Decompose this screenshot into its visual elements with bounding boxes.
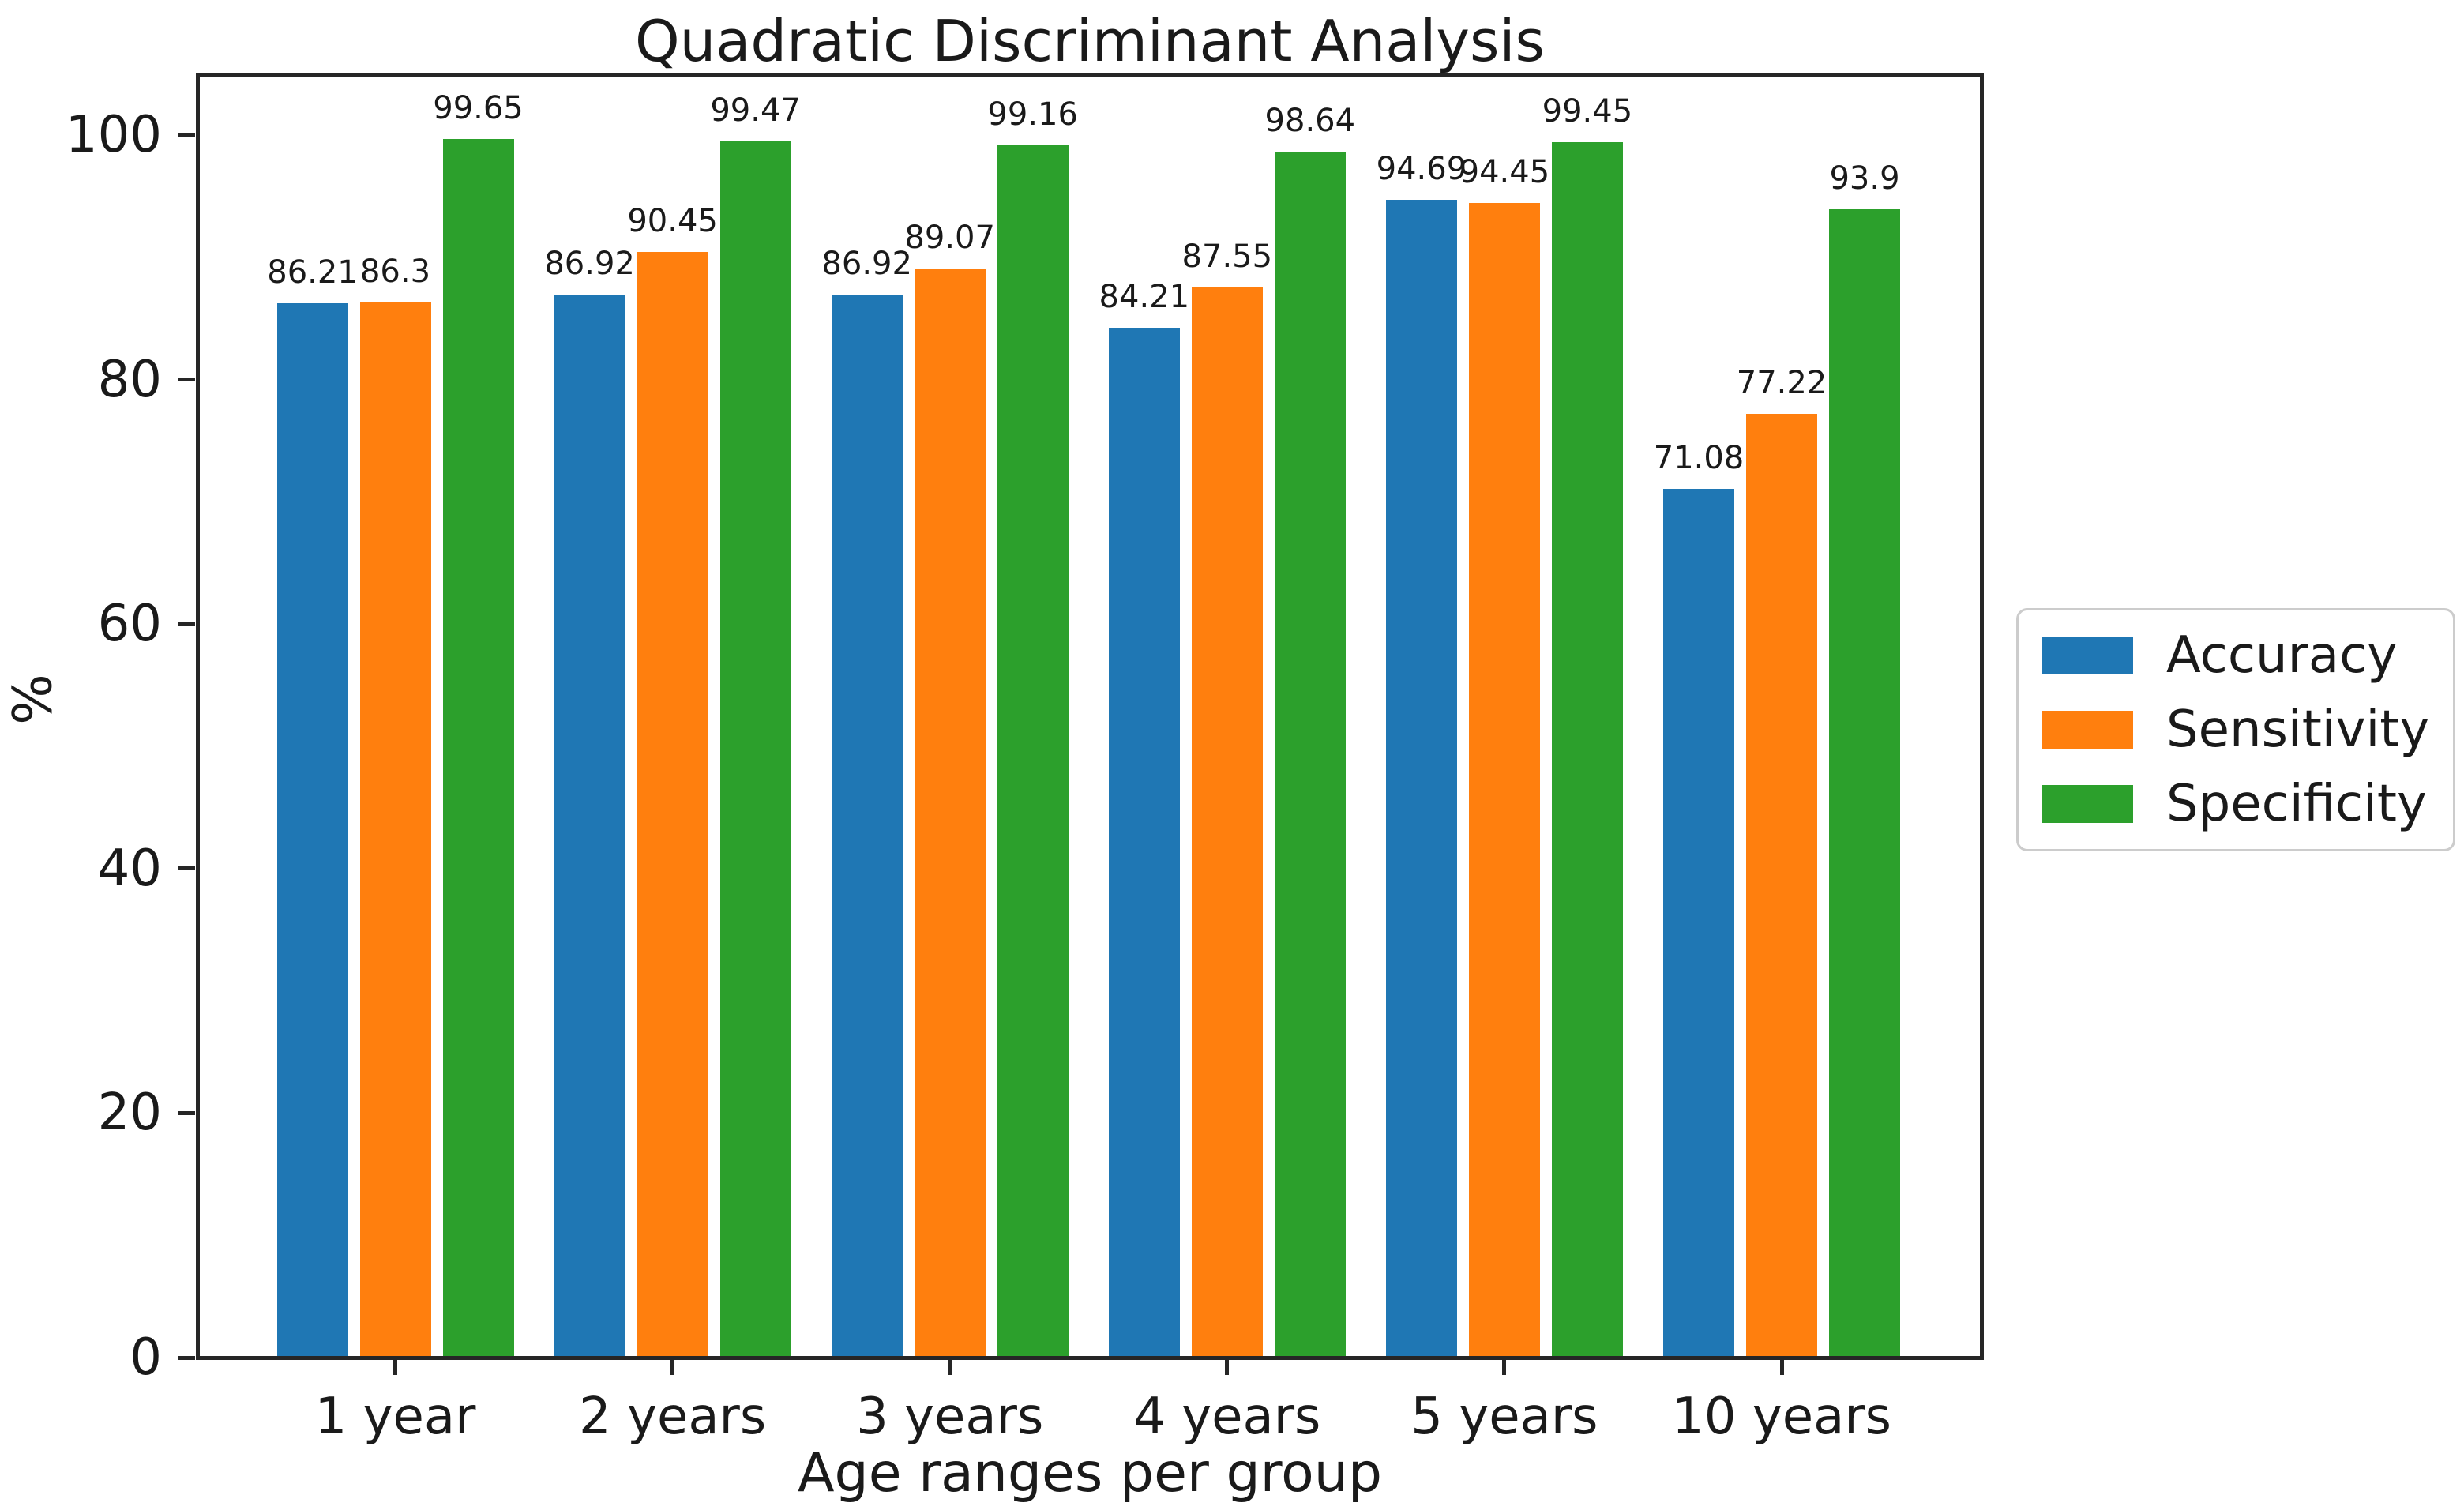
bar-sensitivity-3-years bbox=[914, 269, 986, 1358]
bar-specificity-10-years bbox=[1829, 209, 1900, 1358]
y-tick-label-60: 60 bbox=[97, 595, 162, 654]
x-tick-mark-3-years bbox=[948, 1358, 952, 1375]
legend-swatch-sensitivity bbox=[2042, 711, 2133, 749]
x-tick-mark-1-year bbox=[393, 1358, 397, 1375]
x-tick-label-5-years: 5 years bbox=[1410, 1388, 1598, 1446]
chart-title: Quadratic Discriminant Analysis bbox=[635, 8, 1545, 74]
bar-value-label-specificity-3-years: 99.16 bbox=[987, 96, 1078, 133]
legend-label-specificity: Specificity bbox=[2166, 775, 2427, 833]
bar-accuracy-4-years bbox=[1108, 328, 1180, 1358]
legend-item-specificity: Specificity bbox=[2042, 767, 2453, 841]
bar-value-label-specificity-1-year: 99.65 bbox=[433, 90, 524, 127]
bar-accuracy-3-years bbox=[831, 295, 903, 1358]
legend-item-accuracy: Accuracy bbox=[2042, 618, 2453, 693]
bar-value-label-accuracy-5-years: 94.69 bbox=[1376, 151, 1467, 188]
y-tick-mark-80 bbox=[178, 378, 195, 382]
x-tick-label-4-years: 4 years bbox=[1133, 1388, 1321, 1446]
bar-value-label-sensitivity-4-years: 87.55 bbox=[1181, 238, 1273, 275]
bar-value-label-accuracy-10-years: 71.08 bbox=[1653, 439, 1745, 476]
bar-accuracy-2-years bbox=[554, 295, 625, 1358]
legend-item-sensitivity: Sensitivity bbox=[2042, 693, 2453, 767]
bar-value-label-accuracy-1-year: 86.21 bbox=[267, 254, 358, 291]
bar-value-label-sensitivity-2-years: 90.45 bbox=[627, 202, 718, 239]
bar-specificity-4-years bbox=[1274, 152, 1346, 1358]
bar-value-label-sensitivity-5-years: 94.45 bbox=[1459, 153, 1550, 190]
bar-specificity-1-year bbox=[442, 139, 514, 1358]
bar-value-label-sensitivity-10-years: 77.22 bbox=[1736, 364, 1827, 401]
bar-value-label-sensitivity-1-year: 86.3 bbox=[359, 254, 431, 291]
x-tick-label-10-years: 10 years bbox=[1672, 1388, 1891, 1446]
bar-value-label-specificity-10-years: 93.9 bbox=[1829, 160, 1900, 197]
y-tick-label-20: 20 bbox=[97, 1084, 162, 1143]
bar-value-label-specificity-2-years: 99.47 bbox=[710, 92, 801, 130]
y-tick-label-80: 80 bbox=[97, 350, 162, 409]
x-tick-mark-4-years bbox=[1225, 1358, 1230, 1375]
bar-specificity-2-years bbox=[719, 141, 791, 1358]
y-tick-mark-40 bbox=[178, 866, 195, 871]
bar-sensitivity-1-year bbox=[359, 302, 431, 1358]
x-tick-mark-2-years bbox=[670, 1358, 675, 1375]
bar-sensitivity-10-years bbox=[1746, 413, 1817, 1358]
legend-label-accuracy: Accuracy bbox=[2166, 626, 2398, 685]
x-tick-mark-10-years bbox=[1779, 1358, 1784, 1375]
bar-sensitivity-5-years bbox=[1468, 202, 1540, 1358]
bar-value-label-accuracy-4-years: 84.21 bbox=[1099, 279, 1190, 316]
x-axis-label: Age ranges per group bbox=[798, 1442, 1382, 1504]
x-tick-mark-5-years bbox=[1502, 1358, 1507, 1375]
bar-accuracy-5-years bbox=[1385, 200, 1457, 1358]
bar-value-label-accuracy-3-years: 86.92 bbox=[821, 246, 912, 283]
legend: Accuracy Sensitivity Specificity bbox=[2016, 608, 2455, 851]
y-tick-mark-100 bbox=[178, 133, 195, 137]
bar-accuracy-10-years bbox=[1663, 488, 1734, 1358]
bar-specificity-5-years bbox=[1551, 141, 1623, 1358]
y-tick-mark-60 bbox=[178, 622, 195, 626]
y-tick-label-100: 100 bbox=[65, 106, 162, 164]
x-tick-label-2-years: 2 years bbox=[579, 1388, 767, 1446]
bar-value-label-accuracy-2-years: 86.92 bbox=[544, 246, 635, 283]
x-tick-label-3-years: 3 years bbox=[856, 1388, 1044, 1446]
legend-swatch-accuracy bbox=[2042, 637, 2133, 674]
y-tick-label-0: 0 bbox=[130, 1328, 162, 1387]
legend-swatch-specificity bbox=[2042, 785, 2133, 823]
x-tick-label-1-year: 1 year bbox=[314, 1388, 476, 1446]
legend-label-sensitivity: Sensitivity bbox=[2166, 701, 2430, 759]
bar-sensitivity-4-years bbox=[1191, 287, 1263, 1358]
bar-value-label-sensitivity-3-years: 89.07 bbox=[904, 220, 995, 257]
y-tick-mark-0 bbox=[178, 1355, 195, 1360]
bar-accuracy-1-year bbox=[276, 303, 348, 1358]
bar-value-label-specificity-5-years: 99.45 bbox=[1542, 92, 1633, 130]
bar-specificity-3-years bbox=[997, 145, 1069, 1358]
y-tick-mark-20 bbox=[178, 1110, 195, 1115]
bar-value-label-specificity-4-years: 98.64 bbox=[1264, 103, 1356, 140]
bar-sensitivity-2-years bbox=[637, 251, 708, 1358]
y-tick-label-40: 40 bbox=[97, 839, 162, 898]
